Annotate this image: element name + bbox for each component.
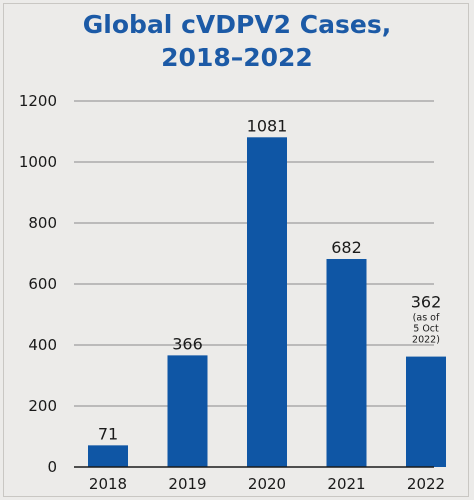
chart-title-line-2: 2018–2022 xyxy=(161,43,313,72)
annotation-2022-line-3: 2022) xyxy=(412,335,440,346)
chart-title: Global cVDPV2 Cases, 2018–2022 xyxy=(0,8,474,74)
value-label-2018: 71 xyxy=(98,424,118,443)
y-tick-label-800: 800 xyxy=(28,214,57,232)
chart-title-line-1: Global cVDPV2 Cases, xyxy=(82,10,392,39)
x-tick-label-2019: 2019 xyxy=(168,475,206,493)
bar-2020 xyxy=(247,137,287,468)
x-tick-label-2020: 2020 xyxy=(248,475,286,493)
chart-frame xyxy=(3,3,469,497)
x-tick-label-2018: 2018 xyxy=(89,475,127,493)
y-tick-label-400: 400 xyxy=(28,336,57,354)
y-tick-label-1200: 1200 xyxy=(19,92,57,110)
y-tick-label-1000: 1000 xyxy=(19,153,57,171)
y-tick-label-200: 200 xyxy=(28,397,57,415)
y-tick-label-0: 0 xyxy=(47,458,57,476)
bar-2018 xyxy=(88,445,128,467)
bar-2021 xyxy=(326,258,367,467)
x-tick-label-2022: 2022 xyxy=(407,475,445,493)
value-label-2019: 366 xyxy=(172,334,203,353)
value-label-2020: 1081 xyxy=(247,116,288,135)
value-label-2022: 362 xyxy=(411,293,442,312)
annotation-2022-line-2: 5 Oct xyxy=(413,324,439,335)
bar-2019 xyxy=(167,355,208,467)
annotation-2022-line-1: (as of xyxy=(413,313,440,324)
y-tick-label-600: 600 xyxy=(28,275,57,293)
bar-2022 xyxy=(406,356,446,467)
x-tick-label-2021: 2021 xyxy=(327,475,365,493)
value-label-2021: 682 xyxy=(331,238,362,257)
